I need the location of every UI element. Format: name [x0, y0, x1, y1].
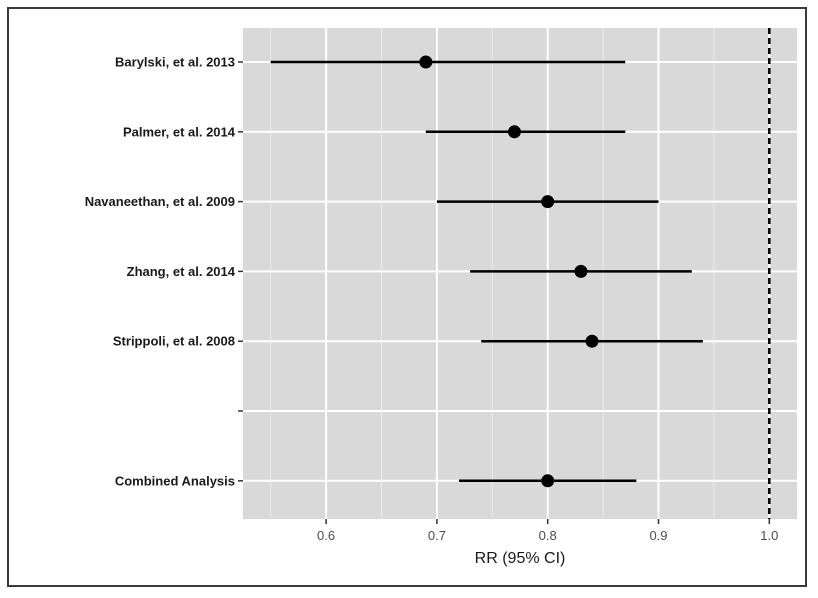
point-estimate — [585, 334, 599, 348]
study-label: Palmer, et al. 2014 — [123, 124, 236, 139]
point-estimate — [541, 474, 555, 488]
point-estimate — [507, 125, 521, 139]
x-axis-title: RR (95% CI) — [475, 550, 566, 567]
study-label: Zhang, et al. 2014 — [127, 264, 236, 279]
plot-panel — [243, 28, 797, 519]
point-estimate — [419, 55, 433, 69]
x-axis: 0.6 0.7 0.8 0.9 1.0 — [317, 519, 778, 543]
x-tick-label: 0.7 — [428, 528, 446, 543]
study-label: Navaneethan, et al. 2009 — [85, 194, 235, 209]
y-axis: Barylski, et al. 2013 Palmer, et al. 2014… — [85, 55, 243, 488]
study-label: Barylski, et al. 2013 — [115, 55, 235, 70]
data-marks — [270, 55, 703, 488]
point-estimate — [541, 195, 555, 209]
study-label: Strippoli, et al. 2008 — [113, 334, 235, 349]
x-tick-label: 0.6 — [317, 528, 335, 543]
x-tick-label: 1.0 — [760, 528, 778, 543]
x-tick-label: 0.8 — [539, 528, 557, 543]
point-estimate — [574, 264, 588, 278]
study-label: Combined Analysis — [115, 473, 235, 488]
x-tick-label: 0.9 — [649, 528, 667, 543]
